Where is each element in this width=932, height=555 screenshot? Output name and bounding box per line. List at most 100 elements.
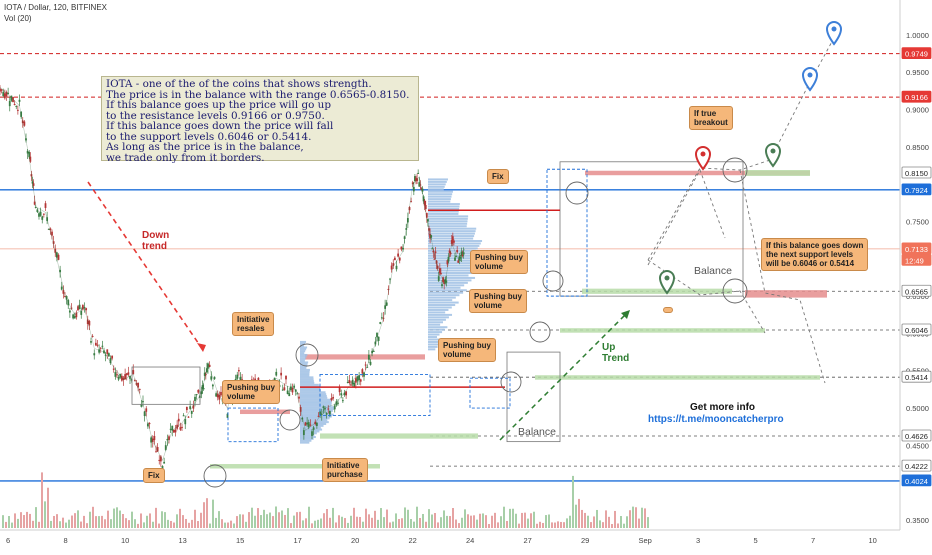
volume-bar bbox=[230, 520, 232, 528]
balance-box-3 bbox=[506, 351, 561, 443]
candle-body bbox=[382, 317, 385, 319]
volume-bar bbox=[110, 519, 112, 528]
profile-bar bbox=[300, 430, 320, 433]
candle-body bbox=[148, 422, 151, 425]
volume-bar bbox=[101, 515, 103, 528]
profile-bar bbox=[428, 259, 477, 262]
volume-bar bbox=[635, 507, 637, 528]
price-axis: 1.00000.95000.90000.85000.75000.70000.65… bbox=[899, 0, 932, 550]
volume-bar bbox=[587, 515, 589, 528]
volume-bar bbox=[401, 518, 403, 528]
candle-body bbox=[418, 182, 421, 187]
candle-body bbox=[211, 384, 214, 387]
profile-bar bbox=[300, 395, 327, 397]
candle-body bbox=[400, 246, 403, 250]
volume-bar bbox=[596, 509, 598, 528]
candle-body bbox=[150, 437, 153, 443]
volume-bar bbox=[386, 509, 388, 528]
volume-bar bbox=[374, 510, 376, 528]
candle-body bbox=[241, 379, 244, 381]
value-area-box bbox=[227, 407, 279, 443]
candle-body bbox=[168, 436, 170, 440]
profile-bar bbox=[428, 345, 438, 348]
volume-bar bbox=[128, 520, 130, 528]
candle-body bbox=[293, 385, 296, 388]
fix-circle bbox=[203, 464, 227, 488]
price-label-text: 0.4626 bbox=[905, 432, 928, 441]
volume-bar bbox=[74, 513, 76, 528]
volume-bar bbox=[152, 521, 154, 528]
candle-body bbox=[163, 461, 166, 464]
red-pin bbox=[694, 146, 712, 171]
blue-pin-upper-dot bbox=[831, 26, 837, 32]
volume-bar bbox=[77, 510, 79, 528]
candle-body bbox=[75, 312, 78, 318]
profile-bar bbox=[300, 409, 333, 412]
candle-body bbox=[454, 257, 456, 261]
candle-body bbox=[192, 405, 195, 409]
price-label-text: 0.7924 bbox=[905, 186, 928, 195]
candle-body bbox=[322, 406, 325, 408]
volume-bar bbox=[29, 513, 31, 528]
projection-path bbox=[647, 168, 726, 266]
candle-body bbox=[101, 345, 104, 347]
profile-bar bbox=[428, 272, 472, 275]
candle-body bbox=[390, 265, 393, 270]
volume-bar bbox=[41, 472, 43, 528]
candle-body bbox=[309, 424, 312, 426]
true-breakdown-callout bbox=[663, 307, 673, 313]
profile-bar bbox=[300, 419, 328, 422]
profile-bar bbox=[300, 389, 321, 392]
volume-bar bbox=[467, 514, 469, 528]
profile-bar bbox=[428, 185, 445, 188]
volume-bar bbox=[278, 512, 280, 528]
resistance-zone-resales bbox=[305, 354, 425, 360]
candle-body bbox=[116, 374, 118, 376]
candle-body bbox=[88, 320, 91, 326]
candle-body bbox=[402, 247, 404, 250]
price-label-text: 0.7133 bbox=[905, 245, 928, 254]
candle-body bbox=[458, 256, 461, 261]
profile-bar bbox=[300, 355, 307, 358]
price-label-bg bbox=[901, 90, 932, 103]
volume-bar bbox=[266, 514, 268, 528]
candle-body bbox=[356, 376, 359, 382]
candle-body bbox=[461, 254, 464, 256]
candle-body bbox=[120, 375, 123, 381]
candle-body bbox=[446, 260, 449, 265]
candle-body bbox=[114, 372, 117, 377]
candle-body bbox=[436, 265, 439, 269]
fix-circle bbox=[542, 270, 564, 292]
volume-bar bbox=[179, 508, 181, 528]
volume-bar bbox=[212, 499, 214, 528]
volume-bar bbox=[584, 512, 586, 528]
volume-bar bbox=[371, 517, 373, 528]
candle-body bbox=[392, 263, 395, 266]
candle-body bbox=[275, 371, 278, 376]
volume-bar bbox=[356, 516, 358, 528]
candle-body bbox=[55, 252, 58, 258]
blue-pin-lower-dot bbox=[807, 72, 813, 78]
candle-body bbox=[96, 344, 99, 346]
y-tick-label: 0.7500 bbox=[906, 217, 929, 226]
volume-bars-layer bbox=[2, 472, 649, 528]
candle-body bbox=[364, 364, 367, 366]
candle-body bbox=[215, 393, 218, 397]
profile-bar bbox=[428, 328, 445, 331]
candle-body bbox=[421, 188, 424, 192]
telegram-link[interactable]: https://t.me/mooncatcherpro bbox=[648, 414, 784, 425]
candle-body bbox=[435, 260, 438, 264]
candle-body bbox=[367, 354, 370, 360]
candle-body bbox=[83, 307, 86, 309]
candle-body bbox=[177, 418, 180, 422]
volume-bar bbox=[581, 509, 583, 528]
profile-bar bbox=[300, 370, 310, 373]
profile-bar bbox=[300, 342, 306, 345]
candle-body bbox=[462, 252, 465, 255]
price-label-bg bbox=[901, 242, 932, 255]
balance-box-1 bbox=[131, 366, 201, 405]
volume-bar bbox=[233, 523, 235, 528]
candle-body bbox=[185, 406, 188, 411]
volume-bar bbox=[437, 522, 439, 528]
